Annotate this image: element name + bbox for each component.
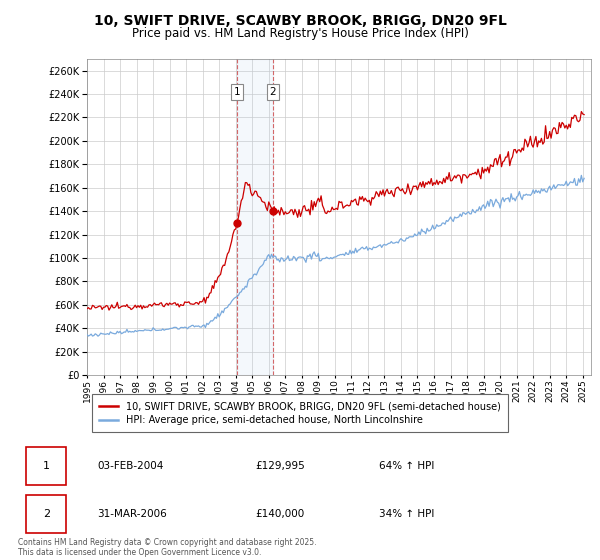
FancyBboxPatch shape [26, 447, 66, 485]
Text: 1: 1 [234, 87, 241, 97]
Text: 2: 2 [43, 509, 50, 519]
Text: Contains HM Land Registry data © Crown copyright and database right 2025.
This d: Contains HM Land Registry data © Crown c… [18, 538, 317, 557]
Text: 10, SWIFT DRIVE, SCAWBY BROOK, BRIGG, DN20 9FL: 10, SWIFT DRIVE, SCAWBY BROOK, BRIGG, DN… [94, 14, 506, 28]
Text: £140,000: £140,000 [255, 509, 304, 519]
Text: 2: 2 [269, 87, 276, 97]
Text: 64% ↑ HPI: 64% ↑ HPI [379, 461, 434, 471]
Legend: 10, SWIFT DRIVE, SCAWBY BROOK, BRIGG, DN20 9FL (semi-detached house), HPI: Avera: 10, SWIFT DRIVE, SCAWBY BROOK, BRIGG, DN… [92, 394, 508, 432]
Text: £129,995: £129,995 [255, 461, 305, 471]
FancyBboxPatch shape [26, 495, 66, 533]
Text: 1: 1 [43, 461, 50, 471]
Text: 03-FEB-2004: 03-FEB-2004 [97, 461, 163, 471]
Bar [237, 59, 273, 375]
Text: 34% ↑ HPI: 34% ↑ HPI [379, 509, 434, 519]
Text: 31-MAR-2006: 31-MAR-2006 [97, 509, 167, 519]
Text: Price paid vs. HM Land Registry's House Price Index (HPI): Price paid vs. HM Land Registry's House … [131, 27, 469, 40]
